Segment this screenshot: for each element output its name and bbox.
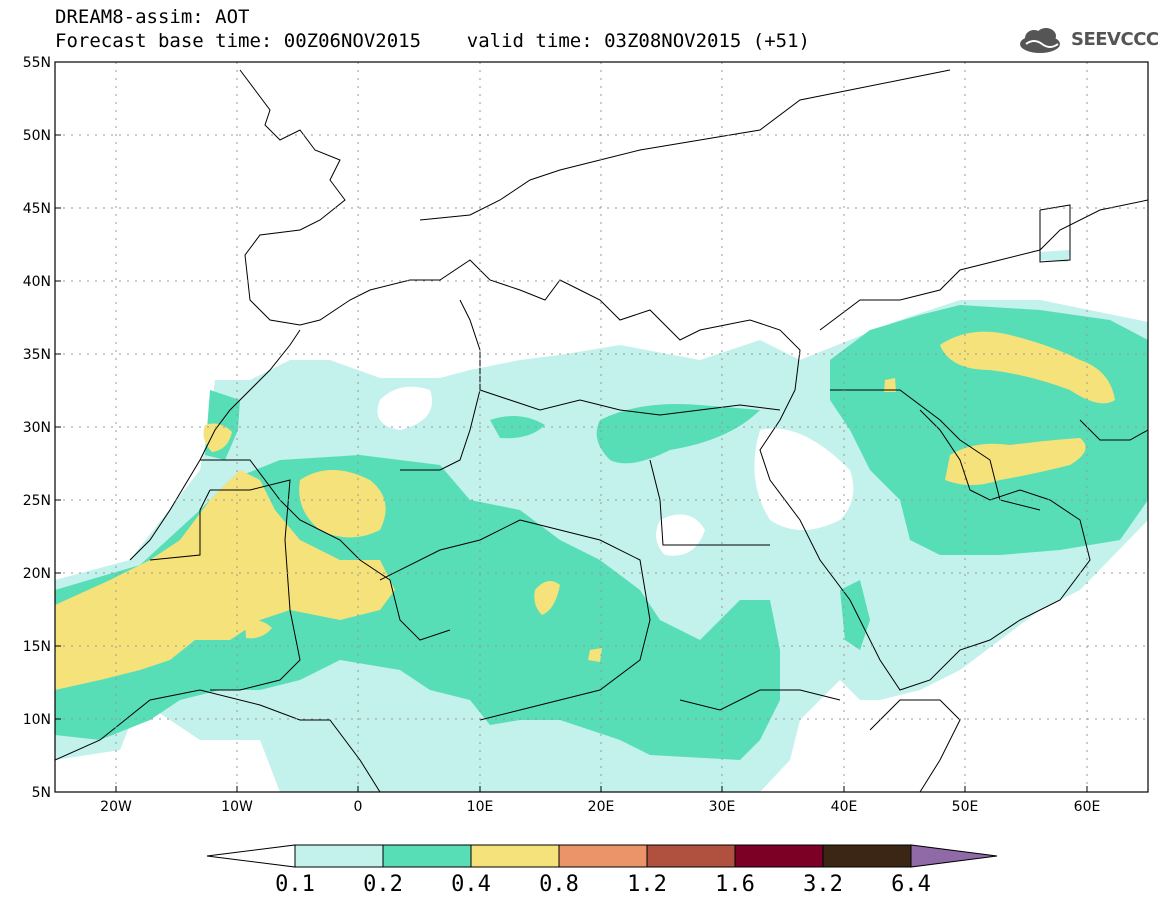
lat-label: 40N (23, 274, 51, 290)
lon-label: 50E (952, 799, 979, 815)
lon-label: 30E (709, 799, 736, 815)
seevccc-logo-text: SEEVCCC (1071, 29, 1159, 50)
aot-level-3-region (55, 331, 1115, 690)
lon-label: 20E (588, 799, 615, 815)
colorbar-segment (470, 844, 560, 868)
colorbar-label: 1.6 (715, 872, 755, 897)
forecast-times: Forecast base time: 00Z06NOV2015 valid t… (55, 30, 810, 52)
lon-label: 0 (354, 799, 363, 815)
colorbar-high-arrow (910, 844, 998, 868)
latitude-labels: 55N 50N 45N 40N 35N 30N 25N 20N 15N 10N … (23, 55, 51, 801)
colorbar-segment (822, 844, 912, 868)
lon-label: 60E (1074, 799, 1101, 815)
lon-label: 20W (100, 799, 132, 815)
lat-label: 45N (23, 201, 51, 217)
colorbar-segment (294, 844, 384, 868)
colorbar-segment (646, 844, 736, 868)
lat-label: 55N (23, 55, 51, 71)
lon-label: 10W (221, 799, 253, 815)
lat-label: 10N (23, 712, 51, 728)
colorbar-label: 6.4 (891, 872, 931, 897)
lat-label: 30N (23, 420, 51, 436)
lon-label: 10E (467, 799, 494, 815)
map-title: DREAM8-assim: AOT (55, 6, 250, 28)
lat-label: 50N (23, 128, 51, 144)
colorbar-label: 1.2 (627, 872, 667, 897)
colorbar (206, 844, 998, 868)
colorbar-label: 0.4 (451, 872, 491, 897)
lat-label: 15N (23, 639, 51, 655)
dotted-graticule (55, 62, 1148, 792)
lat-label: 35N (23, 347, 51, 363)
colorbar-label: 0.2 (363, 872, 403, 897)
colorbar-low-arrow (206, 844, 296, 868)
coastlines-and-borders (55, 69, 1148, 792)
lon-label: 40E (831, 799, 858, 815)
lat-label: 5N (32, 785, 51, 801)
colorbar-label: 0.8 (539, 872, 579, 897)
cloud-logo-icon (1020, 28, 1060, 53)
longitude-labels: 20W 10W 0 10E 20E 30E 40E 50E 60E (100, 799, 1100, 815)
colorbar-segment (734, 844, 824, 868)
axis-ticks (55, 61, 1088, 792)
colorbar-label: 0.1 (275, 872, 315, 897)
lat-label: 25N (23, 493, 51, 509)
colorbar-segment (382, 844, 472, 868)
colorbar-label: 3.2 (803, 872, 843, 897)
colorbar-segment (558, 844, 648, 868)
lat-label: 20N (23, 566, 51, 582)
